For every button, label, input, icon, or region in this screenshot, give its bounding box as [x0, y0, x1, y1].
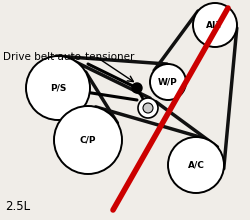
Circle shape — [193, 3, 237, 47]
Circle shape — [132, 83, 142, 93]
Circle shape — [150, 64, 186, 100]
Circle shape — [54, 106, 122, 174]
Text: A/C: A/C — [188, 161, 204, 169]
Text: Drive belt auto-tensioner: Drive belt auto-tensioner — [3, 52, 134, 62]
Circle shape — [168, 137, 224, 193]
Text: C/P: C/P — [80, 136, 96, 145]
Text: W/P: W/P — [158, 77, 178, 86]
Circle shape — [143, 103, 153, 113]
Text: 2.5L: 2.5L — [5, 200, 30, 213]
Circle shape — [26, 56, 90, 120]
Circle shape — [138, 98, 158, 118]
Text: P/S: P/S — [50, 84, 66, 92]
Text: ALT: ALT — [206, 20, 224, 29]
